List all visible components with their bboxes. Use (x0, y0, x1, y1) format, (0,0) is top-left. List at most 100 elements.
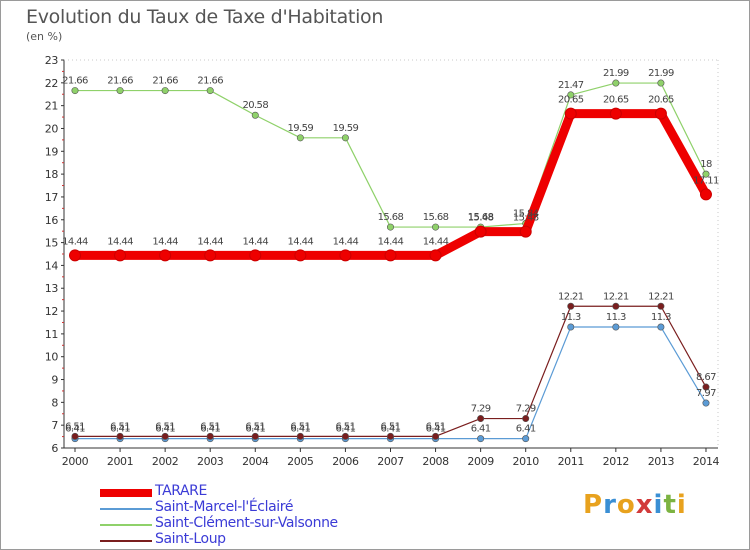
data-point (567, 91, 575, 99)
data-label: 11.3 (606, 312, 626, 323)
data-label: 7.97 (696, 388, 716, 399)
data-point (432, 223, 440, 231)
x-tick-label: 2011 (558, 455, 584, 468)
y-tick-label: 11 (45, 328, 58, 341)
data-label: 6.51 (65, 421, 85, 432)
data-label: 6.41 (65, 424, 85, 435)
y-tick-label: 6 (51, 442, 58, 455)
data-label: 6.51 (200, 421, 220, 432)
y-tick-label: 7 (51, 419, 58, 432)
y-tick-label: 8 (51, 396, 58, 409)
logo-letter: x (635, 490, 654, 520)
data-label: 14.44 (423, 236, 449, 247)
data-label: 15.68 (378, 212, 404, 223)
y-tick-label: 16 (45, 214, 59, 227)
data-point (71, 432, 79, 440)
data-label: 21.66 (107, 76, 133, 87)
data-label: 15.68 (423, 212, 449, 223)
data-label: 6.41 (426, 424, 446, 435)
legend-label: Saint-Clément-sur-Valsonne (155, 515, 338, 531)
data-point (251, 432, 259, 440)
data-point (69, 249, 81, 262)
data-point (657, 79, 665, 87)
logo-letter: t (663, 490, 677, 520)
legend-swatch (100, 508, 152, 510)
data-label: 6.41 (110, 424, 130, 435)
data-label: 6.51 (426, 421, 446, 432)
data-label: 6.41 (200, 424, 220, 435)
data-point (116, 432, 124, 440)
data-label: 20.65 (603, 95, 629, 106)
data-point (477, 415, 485, 423)
x-tick-label: 2002 (152, 455, 178, 468)
y-tick-label: 10 (45, 351, 59, 364)
data-label: 6.51 (335, 421, 355, 432)
data-point (432, 432, 440, 440)
data-point (296, 432, 304, 440)
chart-title: Evolution du Taux de Taxe d'Habitation (26, 6, 384, 28)
data-point (294, 249, 307, 262)
data-point (609, 107, 622, 120)
data-point (159, 249, 172, 262)
data-point (702, 399, 710, 407)
series-line-3 (74, 305, 707, 437)
data-label: 6.51 (290, 421, 310, 432)
data-point (612, 323, 620, 331)
logo-letter: r (603, 490, 617, 520)
data-point (702, 170, 710, 178)
data-label: 6.41 (471, 424, 491, 435)
logo-letter: o (616, 490, 636, 520)
legend-swatch (100, 524, 152, 526)
data-label: 12.21 (603, 291, 629, 302)
data-label: 19.59 (288, 123, 314, 134)
data-label: 8.67 (696, 372, 716, 383)
logo-letter: i (653, 490, 664, 520)
data-point (161, 432, 169, 440)
data-label: 20.65 (558, 95, 584, 106)
data-label: 21.99 (603, 68, 629, 79)
x-tick-label: 2013 (648, 455, 675, 468)
y-tick-label: 15 (45, 237, 59, 250)
legend-label: TARARE (155, 483, 207, 499)
x-tick-label: 2010 (512, 455, 539, 468)
data-point (341, 432, 349, 440)
series-line-0 (70, 109, 711, 260)
y-tick-label: 14 (45, 259, 59, 272)
data-label: 18 (700, 159, 712, 170)
data-point (654, 107, 667, 120)
logo-letter: i (676, 490, 687, 520)
x-tick-label: 2007 (377, 455, 404, 468)
data-point (522, 415, 530, 423)
legend-label: Saint-Loup (155, 531, 226, 547)
data-label: 21.66 (152, 76, 178, 87)
data-point (699, 188, 712, 201)
data-point (116, 87, 124, 95)
data-label: 6.41 (381, 424, 401, 435)
data-point (657, 302, 665, 310)
legend-label: Saint-Marcel-l'Éclairé (155, 499, 294, 515)
data-point (564, 107, 577, 120)
data-label: 14.44 (152, 236, 178, 247)
data-label: 21.47 (558, 80, 584, 91)
data-label: 12.21 (648, 291, 674, 302)
data-point (386, 223, 394, 231)
data-label: 14.44 (107, 236, 133, 247)
data-label: 15.48 (468, 213, 494, 224)
data-point (384, 249, 397, 262)
data-point (71, 87, 79, 95)
data-point (702, 383, 710, 391)
data-point (251, 111, 259, 119)
y-unit-label: (en %) (26, 30, 63, 43)
logo-letter: P (583, 490, 604, 520)
data-point (474, 225, 487, 238)
data-point (114, 249, 127, 262)
legend-swatch (100, 489, 152, 497)
data-label: 6.51 (245, 421, 265, 432)
y-tick-label: 20 (45, 122, 59, 135)
data-point (612, 79, 620, 87)
data-point (249, 249, 262, 262)
data-label: 15.48 (513, 213, 539, 224)
data-label: 6.41 (516, 424, 536, 435)
data-label: 20.65 (648, 95, 674, 106)
data-point (567, 323, 575, 331)
